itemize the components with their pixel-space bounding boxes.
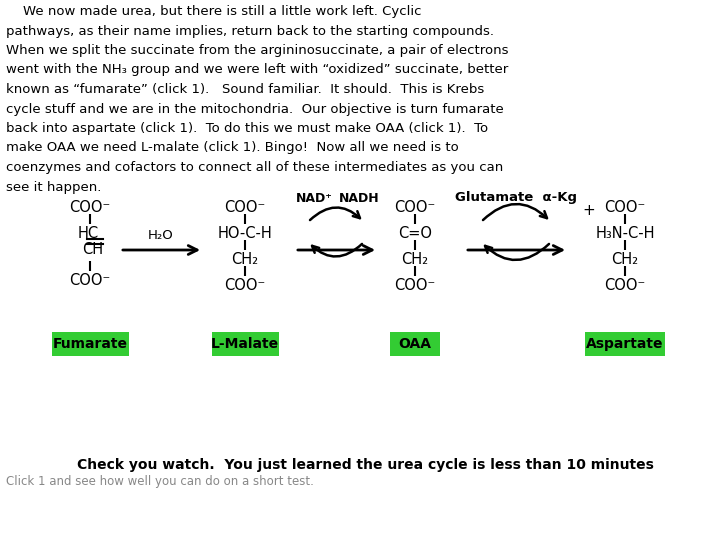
Text: H₂O: H₂O (148, 229, 174, 242)
Text: make OAA we need L-malate (click 1). Bingo!  Now all we need is to: make OAA we need L-malate (click 1). Bin… (6, 141, 459, 154)
Text: went with the NH₃ group and we were left with “oxidized” succinate, better: went with the NH₃ group and we were left… (6, 64, 508, 77)
Text: cycle stuff and we are in the mitochondria.  Our objective is turn fumarate: cycle stuff and we are in the mitochondr… (6, 103, 504, 116)
Text: L-Malate: L-Malate (211, 337, 279, 351)
Text: C=O: C=O (398, 226, 432, 241)
Text: When we split the succinate from the argininosuccinate, a pair of electrons: When we split the succinate from the arg… (6, 44, 508, 57)
Text: +: + (582, 203, 595, 218)
FancyBboxPatch shape (585, 332, 665, 356)
Text: COO⁻: COO⁻ (225, 200, 266, 215)
Text: CH: CH (82, 242, 103, 257)
Text: NAD⁺: NAD⁺ (296, 192, 333, 205)
Text: CH₂: CH₂ (402, 252, 428, 267)
Text: see it happen.: see it happen. (6, 180, 102, 193)
FancyBboxPatch shape (212, 332, 279, 356)
Text: COO⁻: COO⁻ (225, 278, 266, 293)
Text: COO⁻: COO⁻ (69, 273, 111, 288)
Text: coenzymes and cofactors to connect all of these intermediates as you can: coenzymes and cofactors to connect all o… (6, 161, 503, 174)
Text: HC: HC (78, 226, 99, 241)
Text: CH₂: CH₂ (231, 252, 258, 267)
Text: COO⁻: COO⁻ (395, 200, 436, 215)
Text: Fumarate: Fumarate (53, 337, 127, 351)
Text: CH₂: CH₂ (611, 252, 639, 267)
Text: COO⁻: COO⁻ (395, 278, 436, 293)
FancyBboxPatch shape (52, 332, 128, 356)
Text: Aspartate: Aspartate (586, 337, 664, 351)
Text: OAA: OAA (398, 337, 431, 351)
Text: pathways, as their name implies, return back to the starting compounds.: pathways, as their name implies, return … (6, 24, 494, 37)
Text: NADH: NADH (339, 192, 379, 205)
Text: Glutamate  α-Kg: Glutamate α-Kg (455, 191, 577, 204)
Text: H₃N-C-H: H₃N-C-H (595, 226, 654, 241)
FancyBboxPatch shape (390, 332, 440, 356)
Text: Click 1 and see how well you can do on a short test.: Click 1 and see how well you can do on a… (6, 475, 314, 488)
Text: known as “fumarate” (click 1).   Sound familiar.  It should.  This is Krebs: known as “fumarate” (click 1). Sound fam… (6, 83, 485, 96)
Text: We now made urea, but there is still a little work left. Cyclic: We now made urea, but there is still a l… (6, 5, 421, 18)
Text: back into aspartate (click 1).  To do this we must make OAA (click 1).  To: back into aspartate (click 1). To do thi… (6, 122, 488, 135)
Text: Check you watch.  You just learned the urea cycle is less than 10 minutes: Check you watch. You just learned the ur… (76, 458, 654, 472)
Text: COO⁻: COO⁻ (604, 278, 646, 293)
Text: COO⁻: COO⁻ (69, 200, 111, 215)
Text: HO-C-H: HO-C-H (217, 226, 272, 241)
Text: COO⁻: COO⁻ (604, 200, 646, 215)
